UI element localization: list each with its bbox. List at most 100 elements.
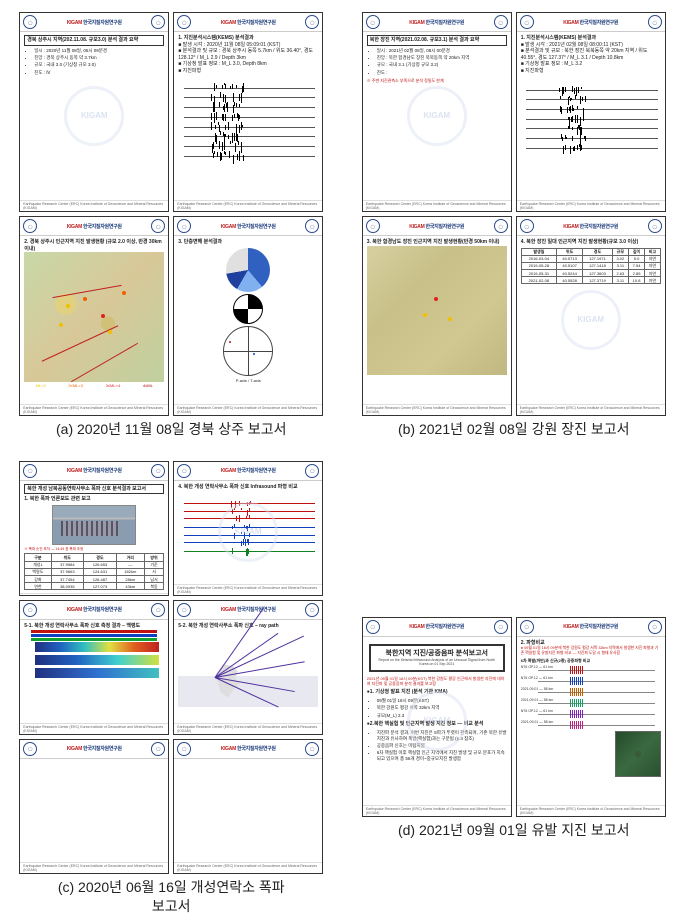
kigam-seal-icon: ◯ xyxy=(305,15,319,29)
d-p2-ct: 6차 폭발(까만)과 신규(2종) 공중파형 비교 xyxy=(521,658,661,663)
a-page-3: ◯ KIGAM 한국지질자원연구원 ◯ 2. 경북 상주시 인근지역 지진 발생… xyxy=(19,216,169,416)
kigam-logo-ko: 한국지질자원연구원 xyxy=(83,20,122,26)
kigam-seal-icon: ◯ xyxy=(305,603,319,617)
b-p1-b0: 일시 : 2021년 02월 08일, 08시 00분경 xyxy=(377,48,507,54)
kigam-seal-icon: ◯ xyxy=(305,464,319,478)
kigam-seal-icon: ◯ xyxy=(23,603,37,617)
building-photo-icon xyxy=(52,505,136,545)
b-p2-l3: ■ 지진파형 xyxy=(521,68,661,75)
legend-ml2: ML<2 xyxy=(36,383,46,388)
kigam-watermark: KIGAM xyxy=(407,86,467,146)
a-page-2: ◯ KIGAM 한국지질자원연구원 ◯ 1. 지진분석시스템(KEMS) 분석결… xyxy=(173,12,323,212)
kigam-seal-icon: ◯ xyxy=(23,15,37,29)
kigam-seal-icon: ◯ xyxy=(305,742,319,756)
c-p3-blocks xyxy=(24,630,164,641)
a-p4-section: 3. 단층면해 분석결과 xyxy=(178,239,318,246)
kigam-seal-icon: ◯ xyxy=(177,464,191,478)
c-p2-section: 4. 북한 개성 연락사무소 폭파 신호 Infrasound 파형 비교 xyxy=(178,484,318,491)
kigam-seal-icon: ◯ xyxy=(520,620,534,634)
a-p1-b2: 규모 : 국내 3.0 (기상청 규모 3.0) xyxy=(34,62,164,68)
kigam-watermark: KIGAM xyxy=(561,290,621,350)
d-p1-sec2: ●2.북한 핵실험 및 인근지역 발생 지진 정보 — 비교 분석 xyxy=(367,721,507,728)
kigam-watermark: KIGAM xyxy=(64,86,124,146)
legend-ml5: 4≤ML xyxy=(143,383,153,388)
kigam-seal-icon: ◯ xyxy=(520,15,534,29)
b-p1-b1: 진앙 : 북한 함경남도 장진 북북동쪽 약 20km 지역 xyxy=(377,55,507,61)
caption-c: (c) 2020년 06월 16일 개성연락소 폭파 보고서 xyxy=(58,878,285,916)
b-page-1: ◯ KIGAM 한국지질자원연구원 ◯ 북한 장진 지역(2021.02.08.… xyxy=(362,12,512,212)
legend-ml3: 2≤ML<3 xyxy=(68,383,83,388)
report-b: ◯ KIGAM 한국지질자원연구원 ◯ 북한 장진 지역(2021.02.08.… xyxy=(355,12,674,439)
d-p1-title-main: 북한지역 지진/공중음파 분석보고서 xyxy=(375,649,499,658)
kigam-seal-icon: ◯ xyxy=(151,15,165,29)
kigam-seal-icon: ◯ xyxy=(151,219,165,233)
kigam-seal-icon: ◯ xyxy=(23,742,37,756)
a-p1-b1: 진앙 : 경북 상주시 동쪽 약 3.7km xyxy=(34,55,164,61)
a-page-4: ◯ KIGAM 한국지질자원연구원 ◯ 3. 단층면해 분석결과 P-axis … xyxy=(173,216,323,416)
b-p4-table: 발생일위도경도규모깊이비고2016-03-0440.5713127.19713.… xyxy=(521,248,661,285)
kigam-seal-icon: ◯ xyxy=(151,464,165,478)
a-p2-seismogram xyxy=(178,76,318,173)
kigam-seal-icon: ◯ xyxy=(151,742,165,756)
kigam-seal-icon: ◯ xyxy=(494,620,508,634)
caption-b: (b) 2021년 02월 08일 강원 장진 보고서 xyxy=(398,420,630,439)
d-p1-intro: 2021년 09월 01일 16시 09분(KST) 북한 강원도 평강 인근에… xyxy=(367,676,507,686)
c-page-1: ◯ KIGAM 한국지질자원연구원 ◯ 북한 개성 남북공동연락사무소 폭파 신… xyxy=(19,461,169,596)
kigam-seal-icon: ◯ xyxy=(177,603,191,617)
kigam-seal-icon: ◯ xyxy=(494,219,508,233)
kigam-seal-icon: ◯ xyxy=(366,620,380,634)
b-page-2: ◯ KIGAM 한국지질자원연구원 ◯ 1. 지진분석시스템(KEMS) 분석결… xyxy=(516,12,666,212)
d-p1-b1-0: 09월 01일 16시 09분(KST) xyxy=(377,698,507,704)
a-p3-section: 2. 경북 상주시 인근지역 지진 발생현황 (규모 2.0 이상, 반경 30… xyxy=(24,239,164,252)
d-p1-b2-1: 공중음파 신호는 미탐지됨 xyxy=(377,743,507,749)
a-p1-b3: 진도 : Ⅳ xyxy=(34,70,164,76)
b-page-3: ◯ KIGAM 한국지질자원연구원 ◯ 3. 북한 함경남도 장진 인근지역 지… xyxy=(362,216,512,416)
c-p1-title: 북한 개성 남북공동연락사무소 폭파 신호 분석결과 보고서 xyxy=(24,484,164,495)
a-p1-bullets: 일시 : 2020년 11월 08일, 05시 09분경 진앙 : 경북 상주시… xyxy=(28,48,164,76)
c-p3-section: 5-1. 북한 개성 연락사무소 폭파 신호 측정 결과 – 백령도 xyxy=(24,623,164,630)
kigam-seal-icon: ◯ xyxy=(494,15,508,29)
c-page-3: ◯ KIGAM 한국지질자원연구원 ◯ 5-1. 북한 개성 연락사무소 폭파 … xyxy=(19,600,169,735)
d-p2-waveforms: NT6 OP.12 — 61 kmNT6 OP.12 — 61 km2021.0… xyxy=(521,665,661,730)
a-p2-l1: ■ 분석결과 및 규모 : 경북 상주시 동쪽 5.7km / 위도 36.40… xyxy=(178,48,318,61)
a-p1-title: 경북 상주시 지역(202.11.08. 규모3.0) 분석 결과 요약 xyxy=(24,35,164,46)
a-p4-note: P-axis / T-axis xyxy=(178,378,318,383)
focal-pie-icon xyxy=(226,248,270,292)
kigam-seal-icon: ◯ xyxy=(177,15,191,29)
kigam-seal-icon: ◯ xyxy=(366,219,380,233)
c-p1-table: 구분위도경도거리방위개성137.9584126.653—기준백령도37.9663… xyxy=(24,553,164,590)
c-page-4: ◯ KIGAM 한국지질자원연구원 ◯ 5-2. 북한 개성 연락사무소 폭파 … xyxy=(173,600,323,735)
a-page-1: ◯ KIGAM 한국지질자원연구원 ◯ 경북 상주시 지역(202.11.08.… xyxy=(19,12,169,212)
d-p1-b2-2: 6차 핵실험 이후 핵실험 인근 지역에서 지진 발생 및 규모 분포가 지속되… xyxy=(377,750,507,762)
kigam-seal-icon: ◯ xyxy=(520,219,534,233)
kigam-seal-icon: ◯ xyxy=(648,15,662,29)
beachball-icon xyxy=(233,294,263,324)
b-p4-section: 4. 북한 장진 일대 인근지역 지진 발생현황(규모 3.0 이상) xyxy=(521,239,661,246)
d-page-1: ◯ KIGAM 한국지질자원연구원 ◯ 북한지역 지진/공중음파 분석보고서 R… xyxy=(362,617,512,817)
kigam-logo-text: KIGAM xyxy=(67,20,82,26)
kigam-seal-icon: ◯ xyxy=(648,620,662,634)
c-p1-red: ※ 폭파 순간 포착 — 14:49 경 폭파 추정 xyxy=(24,547,164,552)
kigam-seal-icon: ◯ xyxy=(23,219,37,233)
c-page-6: ◯ KIGAM 한국지질자원연구원 ◯ Earthquake Research … xyxy=(173,739,323,874)
d-p1-title-en: Report on the Seismic/Infrasound Analysi… xyxy=(375,658,499,667)
kigam-seal-icon: ◯ xyxy=(177,742,191,756)
b-p1-b2: 규모 : 국내 3.1 (기상청 규모 3.2) xyxy=(377,62,507,68)
stereonet-icon xyxy=(223,326,273,376)
d-p1-title: 북한지역 지진/공중음파 분석보고서 Report on the Seismic… xyxy=(369,644,505,672)
report-grid: ◯ KIGAM 한국지질자원연구원 ◯ 경북 상주시 지역(202.11.08.… xyxy=(12,12,673,916)
caption-a: (a) 2020년 11월 08일 경북 상주 보고서 xyxy=(56,420,287,439)
b-p2-l1: ■ 분석결과 및 규모 : 북한 장진 북북동쪽 약 20km 지역 / 위도 … xyxy=(521,48,661,61)
d-p2-sub: ● 09월 01일 16시 09분에 북한 강원도 평강 서쪽 32km 지역에… xyxy=(521,646,661,656)
c-page-2: ◯ KIGAM 한국지질자원연구원 ◯ 4. 북한 개성 연락사무소 폭파 신호… xyxy=(173,461,323,596)
c-p4-raypath xyxy=(178,629,318,707)
b-page-4: ◯ KIGAM 한국지질자원연구원 ◯ 4. 북한 장진 일대 인근지역 지진 … xyxy=(516,216,666,416)
a-p1-b0: 일시 : 2020년 11월 08일, 05시 09분경 xyxy=(34,48,164,54)
kigam-seal-icon: ◯ xyxy=(151,603,165,617)
report-c: ◯ KIGAM 한국지질자원연구원 ◯ 북한 개성 남북공동연락사무소 폭파 신… xyxy=(12,461,331,916)
kigam-seal-icon: ◯ xyxy=(366,15,380,29)
kigam-seal-icon: ◯ xyxy=(177,219,191,233)
b-p3-map xyxy=(367,246,507,376)
d-p1-b2-0: 지진파 분석 결과, 이번 지진은 S파가 뚜렷이 관측되며, 기존 북한 유발… xyxy=(377,730,507,742)
c-p2-infrasound xyxy=(178,492,318,565)
